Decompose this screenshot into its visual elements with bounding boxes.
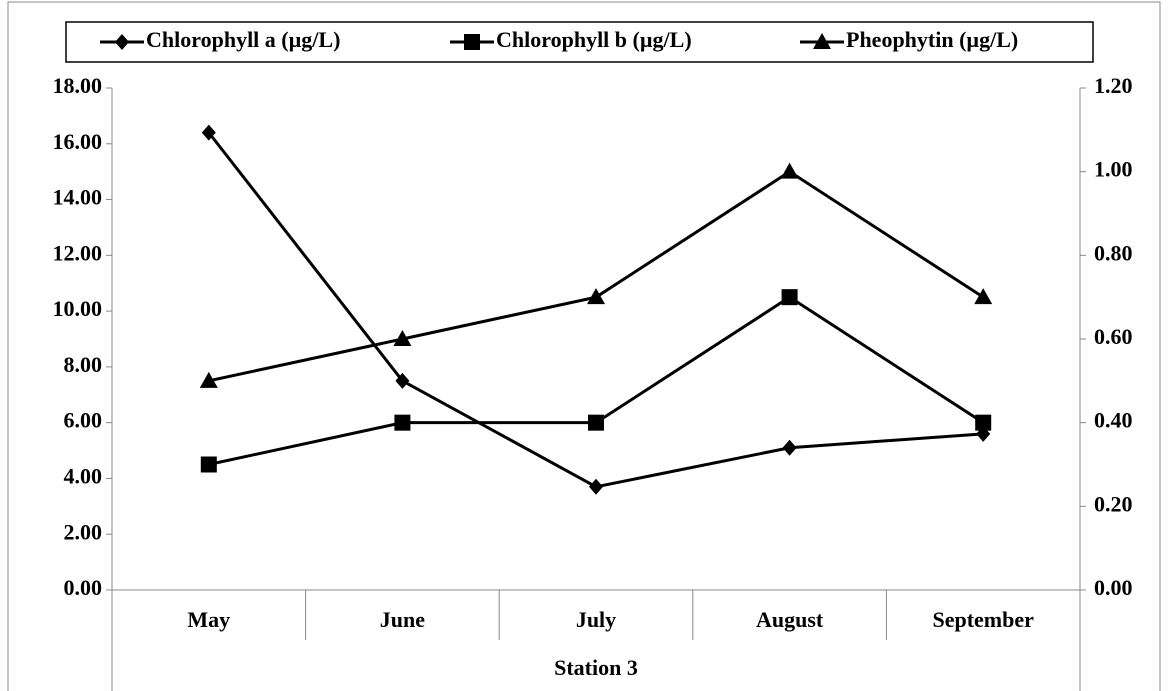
marker (199, 371, 218, 388)
y2-tick-label: 0.80 (1094, 240, 1133, 265)
y-tick-label: 6.00 (64, 408, 103, 433)
legend-marker (813, 33, 831, 49)
y-tick-label: 2.00 (64, 519, 103, 544)
x-tick-label: July (576, 607, 616, 632)
y-tick-label: 18.00 (53, 73, 103, 98)
x-axis-label: Station 3 (554, 655, 638, 680)
marker (587, 288, 605, 305)
x-tick-label: June (380, 607, 425, 632)
y2-tick-label: 1.00 (1094, 157, 1133, 182)
x-tick-label: May (187, 607, 230, 632)
legend-marker (464, 34, 480, 50)
x-tick-label: August (756, 607, 824, 632)
y-tick-label: 4.00 (64, 463, 103, 488)
marker (394, 414, 411, 431)
marker (201, 124, 216, 141)
marker (393, 330, 412, 346)
y2-tick-label: 1.20 (1094, 73, 1133, 98)
marker (975, 414, 992, 431)
marker (782, 439, 797, 456)
marker (780, 162, 799, 179)
marker (589, 478, 603, 495)
marker (200, 456, 217, 473)
y-tick-label: 12.00 (53, 240, 103, 265)
marker (395, 372, 410, 389)
legend-label: Pheophytin (µg/L) (846, 27, 1018, 52)
marker (588, 414, 604, 431)
legend-label: Chlorophyll b (µg/L) (496, 27, 692, 52)
y2-tick-label: 0.00 (1094, 575, 1133, 600)
marker (781, 289, 798, 306)
y2-tick-label: 0.40 (1094, 408, 1133, 433)
y-tick-label: 8.00 (64, 352, 103, 377)
y-tick-label: 10.00 (53, 296, 103, 321)
y-tick-label: 16.00 (53, 129, 103, 154)
y2-tick-label: 0.60 (1094, 324, 1133, 349)
legend-box (65, 21, 1094, 63)
y-tick-label: 0.00 (64, 575, 103, 600)
legend-marker (115, 34, 129, 50)
series-line (208, 169, 985, 383)
y2-tick-label: 0.20 (1094, 491, 1133, 516)
series-line (208, 295, 985, 466)
marker (974, 288, 993, 305)
x-tick-label: September (932, 607, 1034, 632)
legend-label: Chlorophyll a (µg/L) (146, 27, 340, 52)
y-tick-label: 14.00 (53, 185, 103, 210)
series-line (207, 131, 984, 489)
chart-frame (7, 1, 1161, 691)
